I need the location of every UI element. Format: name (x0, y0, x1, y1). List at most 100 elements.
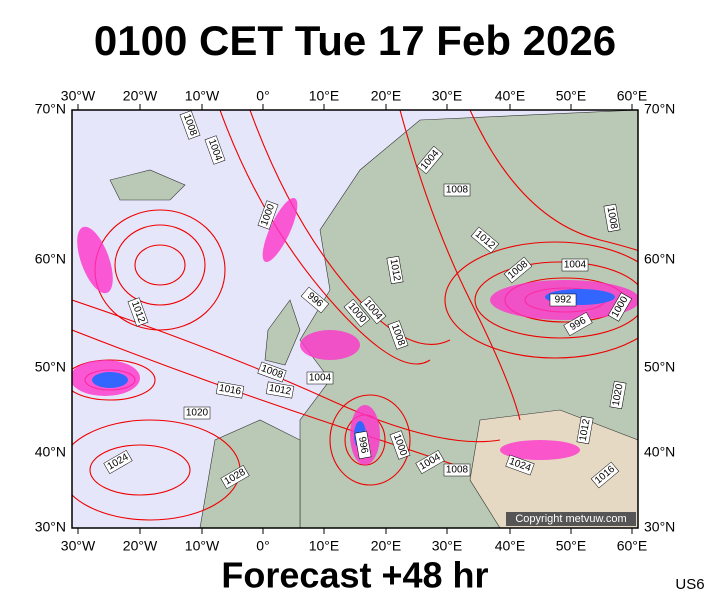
isobar-label-box (387, 320, 409, 350)
isobar-label-box (220, 464, 250, 490)
copyright-box (506, 512, 636, 526)
isobar-label-box (443, 463, 471, 477)
lon-label: 40°E (495, 538, 526, 554)
isobar-label-text: 1004 (309, 373, 332, 384)
lon-label: 10°E (309, 88, 340, 104)
lat-label: 50°N (644, 359, 675, 375)
isobar-label-box (265, 381, 295, 399)
isobar-label-box (590, 461, 620, 489)
isobar-label: 1004 (306, 371, 334, 385)
land (264, 299, 301, 366)
isobar-label-text: 1012 (268, 383, 292, 398)
lon-label: 40°E (495, 88, 526, 104)
isobar-label-text: 1008 (605, 206, 620, 230)
isobar-label-box (204, 135, 226, 165)
isobar-label-box (609, 380, 627, 410)
lon-label: 30°W (61, 88, 96, 104)
land (109, 169, 186, 201)
isobars (72, 110, 638, 521)
lat-label: 50°N (35, 359, 66, 375)
isobar-label: 1008 (443, 463, 471, 477)
isobar-label-text: 1004 (564, 260, 587, 271)
isobar-label-box (300, 286, 330, 314)
lat-label: 40°N (644, 444, 675, 460)
isobar-label-box (215, 381, 245, 399)
isobar-label-box (549, 293, 577, 307)
lon-label: 50°E (556, 88, 587, 104)
lat-label: 70°N (644, 101, 675, 117)
isobar-label-box (563, 311, 593, 337)
isobar-label-box (503, 256, 533, 284)
isobar-label-box (561, 258, 589, 272)
lon-label: 0° (256, 88, 269, 104)
isobar-label: 1012 (265, 381, 295, 399)
lon-label: 0° (256, 538, 269, 554)
isobar-label-box (443, 183, 471, 197)
lon-label: 20°E (371, 538, 402, 554)
isobar-label-box (343, 298, 371, 328)
footer-code: US6 (675, 576, 704, 593)
lon-label: 30°W (61, 538, 96, 554)
lon-label: 10°W (185, 88, 220, 104)
isobar-label-box (179, 110, 201, 140)
isobar-label-box (183, 406, 211, 420)
isobar-label-box (359, 295, 387, 325)
isobar-label-text: 992 (555, 295, 572, 306)
title: 0100 CET Tue 17 Feb 2026 (94, 17, 616, 64)
isobar-label: 1020 (183, 406, 211, 420)
isobar-label: 1008 (603, 203, 621, 233)
isobar-label-box (416, 145, 444, 175)
isobar-label-box (576, 415, 594, 445)
lon-label: 10°E (309, 538, 340, 554)
isobar-label-text: 1020 (611, 383, 626, 407)
lon-label: 60°E (617, 538, 648, 554)
isobar-label-box (607, 292, 633, 322)
isobar-label-box (603, 203, 621, 233)
land (199, 419, 301, 528)
isobar-label-text: 1012 (578, 418, 593, 442)
isobar-label-text: 1012 (388, 258, 403, 282)
isobar-label: 996 (354, 430, 372, 460)
isobar-label-box (103, 449, 133, 475)
footer-caption: Forecast +48 hr (221, 555, 488, 596)
lon-label: 20°W (123, 538, 158, 554)
lon-label: 60°E (617, 88, 648, 104)
isobar-label-box (505, 454, 535, 476)
lon-label: 20°W (123, 88, 158, 104)
lon-label: 50°E (556, 538, 587, 554)
isobar-label-box (415, 449, 445, 475)
isobar-label-text: 1020 (186, 408, 209, 419)
lat-label: 40°N (35, 444, 66, 460)
isobar-label-box (127, 297, 149, 327)
isobar-label-text: 1008 (446, 465, 469, 476)
lat-label: 60°N (35, 251, 66, 267)
lat-label: 70°N (35, 101, 66, 117)
copyright: Copyright metvuw.com (515, 513, 626, 525)
isobar-label-box (354, 430, 372, 460)
isobar-label-box (306, 371, 334, 385)
isobar-label-text: 1016 (218, 383, 242, 398)
isobar-label-box (257, 200, 279, 230)
map-frame (71, 109, 639, 529)
isobar-label: 1004 (561, 258, 589, 272)
lon-label: 20°E (371, 88, 402, 104)
lon-label: 10°W (185, 538, 220, 554)
lon-label: 30°E (432, 88, 463, 104)
land (469, 409, 638, 528)
isobar-label: 1012 (386, 255, 404, 285)
isobar-label-box (470, 226, 500, 254)
isobar-label-text: 996 (356, 436, 370, 455)
isobar-label: 1008 (443, 183, 471, 197)
isobar-label: 1020 (609, 380, 627, 410)
isobar-label: 1016 (215, 381, 245, 399)
isobar-label: 992 (549, 293, 577, 307)
isobar-label-text: 1008 (446, 185, 469, 196)
isobar-label-box (257, 361, 287, 383)
isobar-label-box (389, 430, 411, 460)
lat-label: 60°N (644, 251, 675, 267)
lat-label: 30°N (35, 519, 66, 535)
lat-label: 30°N (644, 519, 675, 535)
isobar-label-box (386, 255, 404, 285)
lon-label: 30°E (432, 538, 463, 554)
